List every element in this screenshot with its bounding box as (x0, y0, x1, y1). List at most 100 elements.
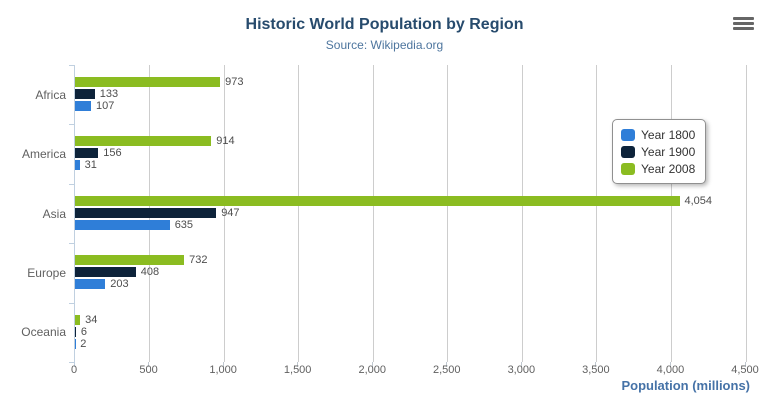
x-axis-label-4: 2,000 (358, 364, 386, 376)
bar-year-1800-europe[interactable] (75, 279, 106, 290)
hamburger-icon (733, 17, 754, 30)
legend-label: Year 2008 (641, 161, 696, 176)
bar-line: 947 (75, 207, 746, 218)
category-row-oceania: 34 6 2 (75, 303, 746, 362)
bar-year-1900-asia[interactable] (75, 207, 217, 218)
x-axis-label-3: 1,500 (283, 364, 312, 376)
bar-value-label: 31 (84, 159, 97, 172)
gridline (223, 65, 225, 362)
y-axis-tick (69, 124, 74, 126)
legend-item-year-1800[interactable]: Year 1800 (621, 126, 695, 143)
chart-subtitle: Source: Wikipedia.org (325, 38, 444, 52)
y-axis-tick (69, 65, 74, 66)
bar-year-1800-america[interactable] (75, 160, 80, 171)
bar-year-2008-europe[interactable] (75, 255, 185, 266)
x-axis-label-8: 4,000 (656, 364, 685, 376)
x-axis-tick (744, 362, 746, 367)
category-label-africa: Africa (35, 87, 66, 102)
bar-year-2008-oceania[interactable] (75, 314, 81, 325)
bar-group: 732 408 203 (75, 255, 746, 291)
bar-line: 973 (75, 76, 746, 88)
category-label-america: America (21, 147, 66, 162)
bar-year-1900-oceania[interactable] (75, 326, 76, 337)
legend-label: Year 1800 (641, 127, 696, 142)
menu-button[interactable] (733, 17, 754, 32)
x-axis-tick (222, 362, 224, 367)
gridline (745, 65, 747, 362)
gridline (596, 65, 598, 362)
bar-year-1900-africa[interactable] (75, 89, 95, 99)
plot-area: 973 133 107 914 156 31 4,054 947 635 732 408 203 34 6… (74, 65, 747, 362)
bar-value-label: 973 (225, 76, 244, 88)
chart-title: Historic World Population by Region (245, 16, 524, 33)
legend: Year 1800 Year 1900 Year 2008 (612, 119, 707, 184)
legend-item-year-1900[interactable]: Year 1900 (621, 143, 695, 160)
x-axis-title: Population (millions) (621, 378, 750, 393)
x-axis-tick (297, 362, 299, 367)
bar-value-label: 203 (110, 278, 129, 291)
bar-value-label: 133 (99, 88, 119, 100)
category-label-oceania: Oceania (21, 325, 66, 340)
y-axis-tick (69, 183, 74, 185)
x-axis-label-6: 3,000 (507, 364, 536, 376)
category-label-asia: Asia (42, 206, 66, 221)
y-axis-tick (69, 243, 74, 245)
bar-line: 635 (75, 218, 746, 231)
bar-line: 31 (75, 159, 746, 172)
bar-value-label: 2 (80, 337, 87, 350)
y-axis-tick (69, 362, 74, 363)
bar-value-label: 6 (80, 325, 88, 338)
bar-year-1900-europe[interactable] (75, 267, 136, 278)
bar-year-2008-america[interactable] (75, 136, 212, 147)
category-row-africa: 973 133 107 (75, 65, 746, 124)
bar-line: 2 (75, 337, 746, 350)
category-row-asia: 4,054 947 635 (75, 184, 746, 243)
bar-value-label: 34 (85, 313, 98, 326)
x-axis-tick (148, 362, 150, 367)
x-axis-tick (371, 362, 373, 367)
bar-line: 914 (75, 135, 746, 148)
bar-group: 34 6 2 (75, 313, 746, 351)
x-axis-label-0: 0 (70, 364, 78, 376)
bar-group: 914 156 31 (75, 136, 746, 172)
gridline (670, 65, 672, 362)
bar-line: 4,054 (75, 195, 746, 206)
x-axis-label-5: 2,500 (433, 364, 461, 376)
gridline (447, 65, 449, 362)
bar-year-2008-asia[interactable] (75, 195, 680, 206)
gridline (521, 65, 523, 362)
bar-line: 6 (75, 325, 746, 338)
x-axis-label-7: 3,500 (582, 364, 610, 376)
legend-swatch-icon (621, 162, 635, 175)
bar-value-label: 156 (103, 147, 122, 160)
legend-swatch-icon (621, 145, 635, 158)
legend-swatch-icon (621, 128, 635, 141)
x-axis-tick (73, 362, 75, 367)
x-axis-tick (446, 362, 448, 367)
bar-value-label: 408 (140, 266, 160, 279)
bar-line: 156 (75, 147, 746, 160)
bar-line: 408 (75, 266, 746, 279)
category-row-europe: 732 408 203 (75, 243, 746, 302)
legend-item-year-2008[interactable]: Year 2008 (621, 160, 695, 177)
legend-label: Year 1900 (641, 144, 696, 159)
bar-line: 107 (75, 100, 746, 112)
bar-year-2008-africa[interactable] (75, 77, 221, 87)
x-axis-label-9: 4,500 (731, 364, 759, 376)
bar-group: 4,054 947 635 (75, 195, 746, 232)
bar-value-label: 107 (96, 100, 115, 112)
bar-value-label: 732 (189, 254, 208, 267)
x-axis-tick (595, 362, 597, 367)
bar-year-1900-america[interactable] (75, 148, 99, 159)
bar-value-label: 914 (216, 135, 235, 148)
bar-line: 133 (75, 88, 746, 100)
y-axis-tick (69, 302, 74, 304)
category-row-america: 914 156 31 (75, 124, 746, 183)
bar-line: 203 (75, 278, 746, 291)
bar-value-label: 635 (174, 218, 194, 231)
category-label-europe: Europe (27, 265, 66, 280)
bar-year-1800-asia[interactable] (75, 219, 170, 230)
x-axis-tick (520, 362, 522, 367)
bar-year-1800-africa[interactable] (75, 101, 91, 111)
